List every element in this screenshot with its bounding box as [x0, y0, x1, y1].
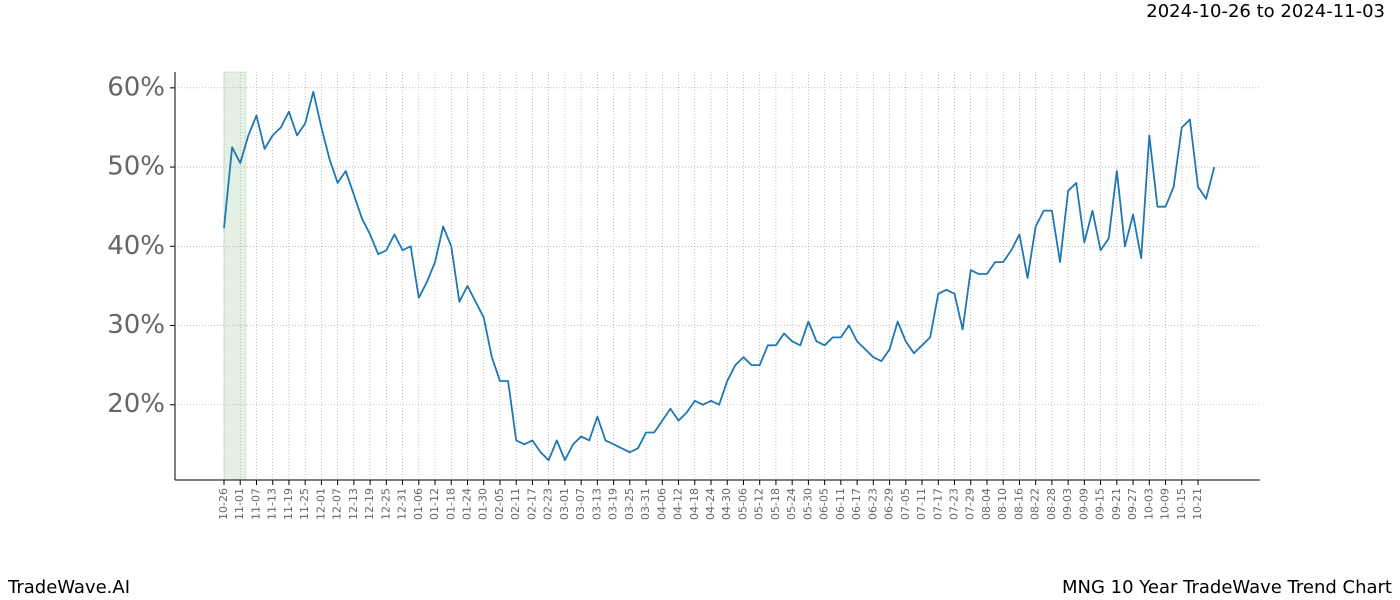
x-tick-label: 04-18: [688, 488, 701, 520]
x-tick-label: 10-09: [1159, 488, 1172, 520]
x-tick-label: 07-05: [899, 488, 912, 520]
x-tick-label: 04-24: [704, 488, 717, 520]
x-tick-label: 12-13: [347, 488, 360, 520]
x-tick-label: 09-03: [1061, 488, 1074, 520]
x-tick-label: 03-07: [574, 488, 587, 520]
x-tick-label: 08-10: [996, 488, 1009, 520]
y-tick-label: 50%: [107, 152, 165, 182]
x-tick-label: 12-07: [331, 488, 344, 520]
x-tick-label: 03-19: [607, 488, 620, 520]
x-tick-label: 10-21: [1191, 488, 1204, 520]
x-tick-label: 02-05: [493, 488, 506, 520]
x-tick-label: 06-23: [866, 488, 879, 520]
x-tick-label: 09-27: [1126, 488, 1139, 520]
x-tick-label: 11-13: [266, 488, 279, 520]
x-tick-label: 06-17: [850, 488, 863, 520]
x-tick-label: 04-06: [655, 488, 668, 520]
x-tick-label: 07-29: [964, 488, 977, 520]
x-tick-label: 03-01: [558, 488, 571, 520]
x-tick-label: 05-06: [736, 488, 749, 520]
x-tick-label: 05-18: [769, 488, 782, 520]
x-tick-label: 11-01: [233, 488, 246, 520]
x-tick-label: 06-05: [818, 488, 831, 520]
x-tick-label: 05-30: [801, 488, 814, 520]
x-tick-label: 09-15: [1094, 488, 1107, 520]
x-tick-label: 06-11: [834, 488, 847, 520]
x-tick-label: 01-12: [428, 488, 441, 520]
x-tick-label: 03-13: [590, 488, 603, 520]
x-tick-label: 11-07: [249, 488, 262, 520]
y-tick-label: 30%: [107, 310, 165, 340]
highlight-band: [223, 71, 247, 481]
trend-line: [223, 90, 1216, 462]
x-tick-label: 04-12: [672, 488, 685, 520]
x-tick-label: 08-28: [1045, 488, 1058, 520]
x-tick-label: 08-22: [1029, 488, 1042, 520]
x-tick-label: 01-30: [477, 488, 490, 520]
x-tick-label: 07-17: [931, 488, 944, 520]
x-tick-label: 04-30: [720, 488, 733, 520]
x-tick-label: 02-11: [509, 488, 522, 520]
x-tick-label: 05-24: [785, 488, 798, 520]
x-tick-label: 09-21: [1110, 488, 1123, 520]
y-tick-label: 40%: [107, 231, 165, 261]
x-tick-label: 02-23: [542, 488, 555, 520]
x-tick-label: 10-03: [1142, 488, 1155, 520]
x-tick-label: 07-23: [948, 488, 961, 520]
footer-right: MNG 10 Year TradeWave Trend Chart: [1062, 577, 1392, 598]
date-range: 2024-10-26 to 2024-11-03: [1146, 1, 1385, 22]
x-tick-label: 01-18: [444, 488, 457, 520]
x-tick-label: 03-25: [623, 488, 636, 520]
x-tick-label: 12-19: [363, 488, 376, 520]
x-tick-label: 01-24: [461, 488, 474, 520]
x-tick-label: 02-17: [525, 488, 538, 520]
x-tick-label: 10-26: [217, 488, 230, 520]
x-tick-label: 07-11: [915, 488, 928, 520]
x-tick-label: 01-06: [412, 488, 425, 520]
y-tick-label: 60%: [107, 72, 165, 102]
x-tick-label: 10-15: [1175, 488, 1188, 520]
footer-left: TradeWave.AI: [7, 577, 130, 598]
x-tick-label: 08-16: [1012, 488, 1025, 520]
x-tick-label: 11-25: [298, 488, 311, 520]
x-tick-label: 05-12: [753, 488, 766, 520]
x-tick-label: 06-29: [883, 488, 896, 520]
x-tick-label: 09-09: [1077, 488, 1090, 520]
x-tick-label: 12-25: [379, 488, 392, 520]
x-tick-label: 08-04: [980, 488, 993, 520]
x-tick-label: 12-31: [396, 488, 409, 520]
x-tick-label: 12-01: [314, 488, 327, 520]
x-tick-label: 03-31: [639, 488, 652, 520]
x-tick-label: 11-19: [282, 488, 295, 520]
y-tick-label: 20%: [107, 389, 165, 419]
